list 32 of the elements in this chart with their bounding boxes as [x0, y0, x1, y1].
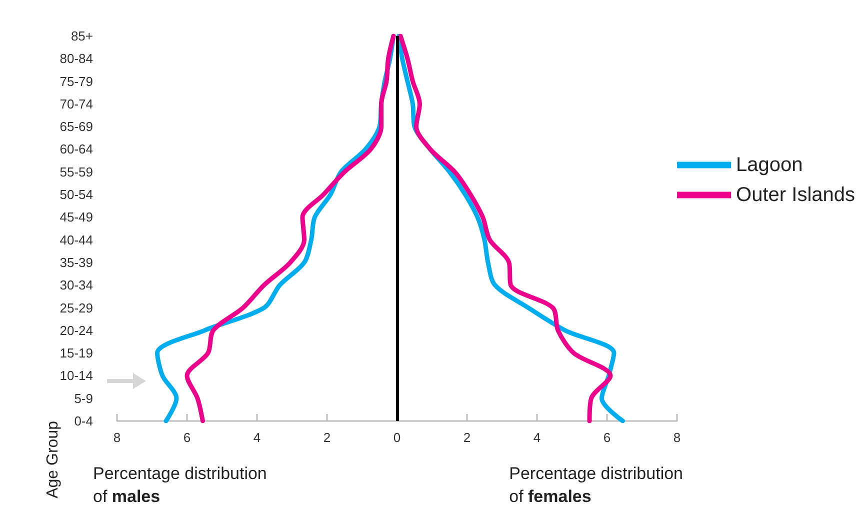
x-tick-label: 4	[533, 430, 541, 445]
x-tick-label: 8	[673, 430, 681, 445]
y-tick-label: 50-54	[60, 187, 93, 202]
y-tick-label: 25-29	[60, 300, 93, 316]
y-tick-label: 20-24	[60, 322, 93, 338]
y-tick-label: 0-4	[74, 414, 93, 428]
y-tick-label: 70-74	[60, 96, 93, 112]
x-tick-label: 2	[463, 430, 471, 445]
y-tick-label: 10-14	[60, 368, 93, 384]
x-tick-label: 6	[183, 430, 191, 445]
y-tick-label: 45-49	[60, 210, 93, 225]
y-tick-label: 75-79	[60, 74, 93, 89]
y-tick-label: 15-19	[60, 346, 93, 361]
legend-label: Outer Islands	[736, 184, 856, 206]
y-tick-label: 65-69	[60, 119, 93, 134]
legend-label: Lagoon	[736, 154, 803, 176]
y-tick-label: 30-34	[60, 278, 93, 293]
x-tick-label: 8	[113, 430, 121, 445]
y-tick-label: 80-84	[60, 51, 93, 66]
x-tick-label: 2	[323, 430, 331, 445]
x-tick-label: 4	[253, 430, 261, 445]
text: Percentage distribution of males	[93, 464, 267, 506]
y-tick-label: 55-59	[60, 164, 93, 180]
x-tick-label: 6	[603, 430, 611, 445]
y-tick-label: 5-9	[74, 390, 93, 406]
y-tick-label: 35-39	[60, 254, 93, 270]
text: Percentage distribution of females	[509, 464, 684, 506]
y-tick-label: 60-64	[60, 142, 93, 157]
x-tick-label: 0	[393, 430, 401, 445]
y-tick-label: 40-44	[60, 232, 93, 248]
y-axis-title: Age Group	[44, 420, 62, 498]
y-tick-label: 85+	[70, 28, 93, 44]
